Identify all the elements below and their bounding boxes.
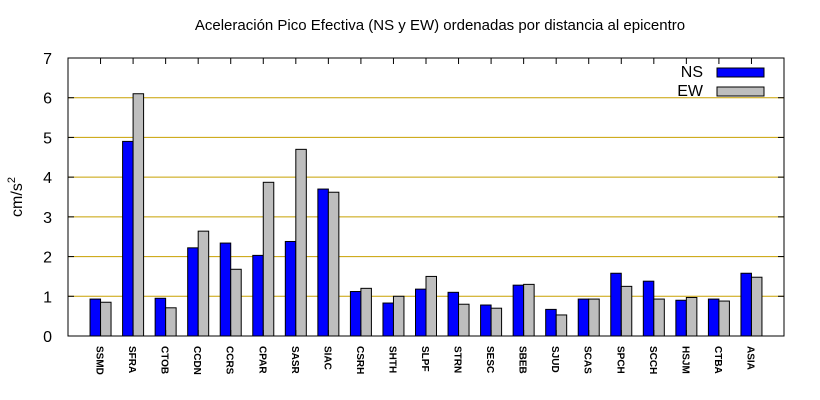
bar-ew-siac: [327, 191, 340, 337]
bar-ew-ctob: [165, 307, 177, 337]
bar-ew-ccrs: [230, 268, 242, 337]
bar-ew-scch: [653, 298, 665, 337]
bar-ns-sfra: [122, 140, 134, 337]
bar-ew-shth: [392, 295, 405, 337]
x-tick-label: STRN: [452, 346, 463, 373]
bar-ew-sfra: [132, 93, 145, 337]
x-tick-label: CSRH: [354, 346, 365, 374]
bar-ns-hsjm: [675, 299, 687, 337]
bar-ew-csrh: [360, 287, 372, 337]
x-tick-label: SJUD: [549, 346, 560, 373]
y-tick-label: 3: [43, 210, 52, 227]
x-tick-label: SASR: [289, 346, 300, 375]
bar-ew-spch: [620, 285, 633, 337]
legend-swatch-ew: [716, 86, 765, 97]
bar-ns-siac: [317, 188, 329, 337]
bar-ew-cpar: [262, 181, 275, 337]
x-tick-label: SBEB: [517, 346, 528, 374]
legend-label-ew: EW: [677, 83, 704, 100]
x-tick-label: CPAR: [256, 346, 267, 374]
y-tick-label: 6: [43, 91, 52, 108]
plot-frame: [67, 57, 785, 337]
bar-ew-sjud: [555, 314, 568, 337]
legend-swatch-ns: [716, 67, 765, 78]
y-axis-label-superscript: 2: [6, 177, 18, 183]
legend: NS EW: [677, 64, 765, 100]
x-tick-label: CTOB: [159, 346, 170, 374]
bar-ew-ctba: [718, 300, 730, 337]
x-tick-label: SESC: [484, 346, 495, 373]
bar-ew-ccdn: [197, 230, 210, 337]
grid-lines: [68, 97, 784, 297]
x-tick-label: SIAC: [321, 346, 332, 370]
bar-ew-ssmd: [100, 301, 112, 337]
bar-ns-scch: [642, 280, 655, 337]
x-tick-label: CCRS: [224, 346, 235, 375]
bar-ns-scas: [577, 298, 590, 337]
x-tick-label: HSJM: [679, 346, 690, 374]
svg-text:cm/s2: cm/s2: [6, 177, 26, 217]
x-tick-label: SFRA: [126, 346, 137, 373]
bar-ew-sbeb: [523, 283, 535, 337]
y-tick-label: 5: [43, 130, 52, 147]
y-tick-label: 0: [43, 329, 52, 346]
x-tick-label: ASIA: [744, 346, 755, 370]
bar-ns-ccrs: [219, 242, 232, 337]
x-tick-label: CCDN: [191, 346, 202, 375]
bar-ns-csrh: [349, 291, 362, 337]
x-tick-label: SSMD: [94, 346, 105, 375]
bar-ew-sesc: [490, 307, 503, 337]
y-tick-label: 7: [43, 51, 52, 68]
y-axis-label-text: cm/s: [9, 183, 26, 217]
bar-ew-scas: [588, 298, 600, 337]
y-tick-label: 4: [43, 170, 52, 187]
chart-title: Aceleración Pico Efectiva (NS y EW) orde…: [195, 17, 685, 34]
x-tick-label: CTBA: [712, 346, 723, 374]
bars: [89, 93, 763, 337]
bar-ns-ccdn: [187, 247, 199, 337]
x-tick-label: SCAS: [582, 346, 593, 374]
bar-ns-ctob: [154, 297, 167, 337]
y-axis-label: cm/s2: [6, 177, 26, 217]
x-axis: SSMD SFRA CTOB CCDN CCRS CPAR SASR SIAC CSRH SHTH…: [94, 58, 755, 375]
legend-label-ns: NS: [681, 64, 703, 81]
bar-ew-asia: [750, 276, 763, 337]
bar-ns-sasr: [284, 240, 297, 337]
bar-ew-hsjm: [685, 296, 698, 337]
bar-ns-asia: [740, 272, 752, 337]
x-tick-label: SCCH: [647, 346, 658, 374]
y-tick-label: 2: [43, 250, 52, 267]
bar-ns-ssmd: [89, 298, 102, 337]
bar-ns-sesc: [480, 304, 492, 337]
bar-ns-sbeb: [512, 284, 525, 337]
x-tick-label: SPCH: [614, 346, 625, 374]
y-axis: 0 1 2 3 4 5 6 7: [43, 51, 784, 346]
bar-ns-cpar: [252, 254, 264, 337]
bar-ns-ctba: [707, 298, 720, 337]
bar-ns-sjud: [545, 308, 557, 337]
bar-ew-sasr: [295, 148, 307, 337]
x-tick-label: SLPF: [419, 346, 430, 372]
bar-ew-strn: [458, 303, 470, 337]
bar-ns-slpf: [415, 288, 427, 337]
bar-ns-shth: [382, 302, 394, 337]
bar-ns-strn: [447, 291, 460, 337]
bar-ew-slpf: [425, 275, 437, 337]
bar-ns-spch: [610, 272, 622, 337]
x-tick-label: SHTH: [386, 346, 397, 373]
y-tick-label: 1: [43, 289, 52, 306]
